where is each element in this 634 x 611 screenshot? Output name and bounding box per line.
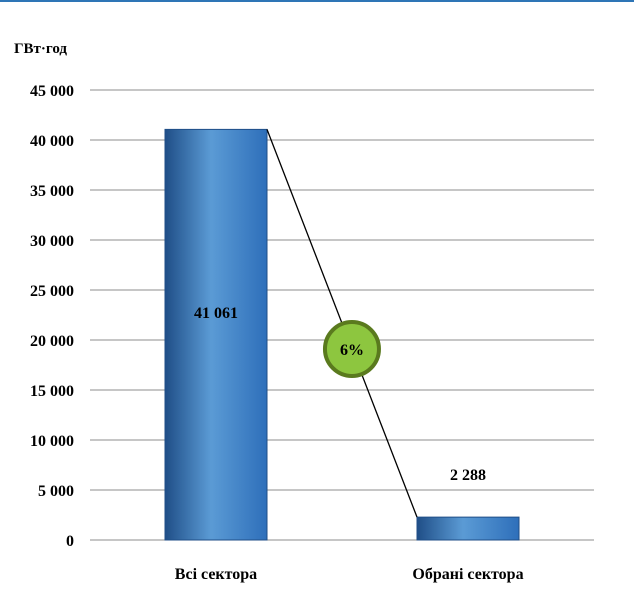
bar-0: [164, 128, 268, 541]
y-tick-label: 30 000: [30, 233, 74, 250]
data-label: 2 288: [450, 467, 486, 484]
x-tick-label: Обрані сектора: [412, 566, 523, 583]
y-tick-label: 25 000: [30, 283, 74, 300]
bars: 41 061 2 288: [164, 128, 520, 541]
x-tick-label: Всі сектора: [175, 566, 257, 583]
bar-1: [416, 516, 520, 541]
y-tick-label: 45 000: [30, 83, 74, 100]
percent-label: 6%: [340, 342, 364, 359]
annotation: 6%: [266, 129, 418, 518]
percent-badge: [322, 320, 381, 378]
y-tick-label: 5 000: [38, 483, 74, 500]
y-tick-label: 15 000: [30, 383, 74, 400]
y-tick-label: 20 000: [30, 333, 74, 350]
y-tick-label: 10 000: [30, 433, 74, 450]
y-tick-label: 0: [66, 533, 74, 550]
data-label: 41 061: [194, 305, 238, 322]
x-tick-labels: Всі сектора Обрані сектора: [175, 566, 524, 583]
y-axis-label: ГВт·год: [14, 41, 67, 57]
y-tick-label: 35 000: [30, 183, 74, 200]
y-tick-label: 40 000: [30, 133, 74, 150]
y-tick-labels: 0 5 000 10 000 15 000 20 000 25 000 30 000 35 0…: [30, 83, 74, 550]
